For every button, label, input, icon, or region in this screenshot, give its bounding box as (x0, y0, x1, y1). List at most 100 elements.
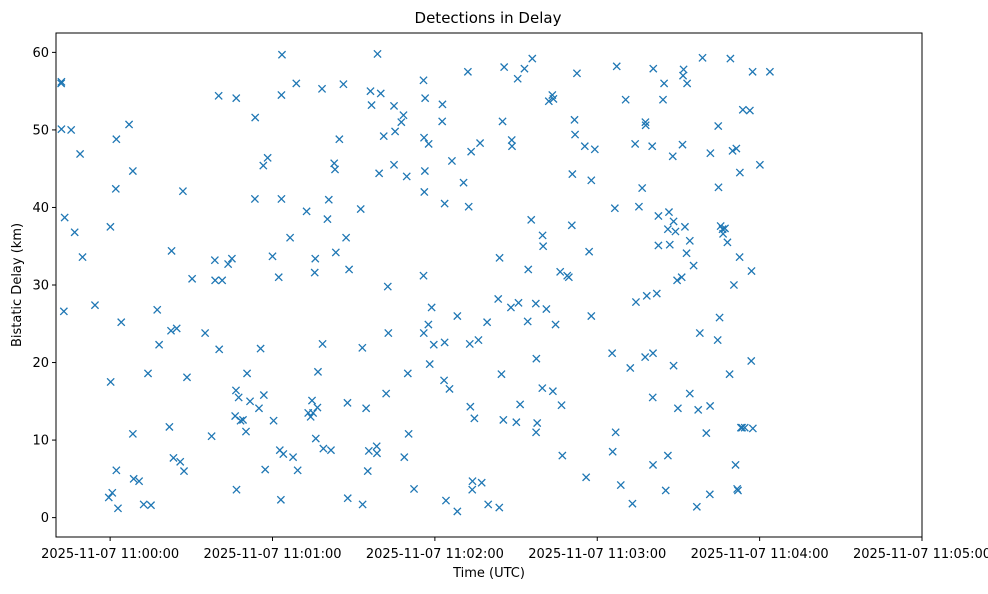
data-point (384, 329, 393, 338)
data-point (538, 384, 547, 393)
data-point (531, 299, 540, 308)
data-point (689, 261, 698, 270)
data-point (663, 451, 672, 460)
data-point (277, 194, 286, 203)
data-point (494, 294, 503, 304)
y-axis-ticks: 0 10 20 30 40 50 60 (32, 46, 56, 526)
chart-title: Detections in Delay (415, 9, 562, 27)
data-point (648, 349, 658, 358)
data-point (608, 349, 617, 358)
data-point (641, 121, 650, 130)
data-point (440, 376, 449, 385)
data-point (375, 169, 384, 178)
data-point (612, 62, 621, 71)
data-point (268, 252, 277, 261)
data-point (323, 215, 332, 224)
data-point (214, 91, 223, 100)
data-point (402, 172, 411, 181)
data-point (178, 187, 187, 196)
data-point (211, 276, 220, 285)
data-point (362, 404, 371, 413)
data-point (755, 160, 764, 169)
data-point (234, 393, 243, 402)
data-point (468, 485, 477, 494)
data-point (669, 361, 678, 370)
data-point (765, 67, 774, 76)
data-point (342, 233, 351, 242)
y-tick-label: 50 (32, 123, 49, 138)
y-tick-label: 0 (41, 511, 49, 526)
data-point (358, 500, 367, 509)
data-point (467, 147, 476, 156)
data-point (440, 338, 449, 347)
data-point (319, 444, 328, 453)
data-point (572, 69, 582, 78)
data-point (309, 408, 318, 417)
y-tick-label: 20 (32, 356, 49, 371)
data-point (372, 449, 382, 458)
data-point (719, 229, 728, 238)
y-tick-label: 10 (32, 434, 49, 449)
data-point (129, 474, 138, 483)
data-point (210, 256, 219, 265)
data-point (648, 142, 657, 151)
data-point (631, 139, 640, 148)
data-point (153, 305, 162, 314)
data-point (748, 67, 757, 76)
data-point (232, 94, 241, 103)
data-point (313, 367, 323, 376)
data-point (241, 427, 251, 436)
data-point (317, 84, 327, 93)
data-point (424, 139, 433, 148)
data-point (259, 161, 268, 170)
data-point (447, 156, 456, 165)
data-point (397, 118, 406, 127)
data-point (331, 248, 340, 257)
data-point (318, 339, 327, 348)
data-point (419, 133, 429, 142)
data-point (747, 266, 756, 276)
data-point (155, 340, 164, 349)
data-point (466, 402, 475, 411)
data-point (427, 303, 436, 312)
data-point (245, 397, 255, 406)
data-point (400, 453, 409, 462)
data-point (638, 184, 647, 193)
data-point (254, 404, 264, 413)
data-point (715, 313, 724, 322)
data-point (498, 117, 507, 126)
data-point (685, 389, 694, 398)
data-point (403, 369, 412, 378)
data-point (649, 64, 658, 73)
data-point (263, 153, 272, 162)
data-point (376, 89, 385, 98)
data-point (330, 165, 340, 174)
data-point (307, 396, 317, 405)
data-point (453, 311, 462, 321)
data-point (389, 101, 399, 110)
data-point (692, 502, 701, 511)
data-point (641, 118, 650, 127)
data-point (113, 504, 123, 513)
data-point (111, 184, 120, 193)
data-point (669, 217, 678, 226)
data-point (616, 480, 625, 490)
data-point (513, 74, 522, 83)
data-point (441, 496, 451, 505)
data-point (425, 360, 434, 369)
data-point (634, 202, 643, 211)
data-point (661, 486, 670, 495)
data-point (527, 215, 536, 224)
data-point (424, 320, 433, 329)
data-point (343, 398, 352, 407)
data-point (499, 415, 508, 424)
data-point (227, 254, 236, 263)
data-point (570, 115, 579, 124)
data-point (259, 391, 268, 400)
data-point (587, 176, 596, 185)
data-point (293, 466, 302, 475)
data-point (366, 87, 375, 96)
data-point (551, 320, 560, 329)
data-point (500, 63, 509, 72)
